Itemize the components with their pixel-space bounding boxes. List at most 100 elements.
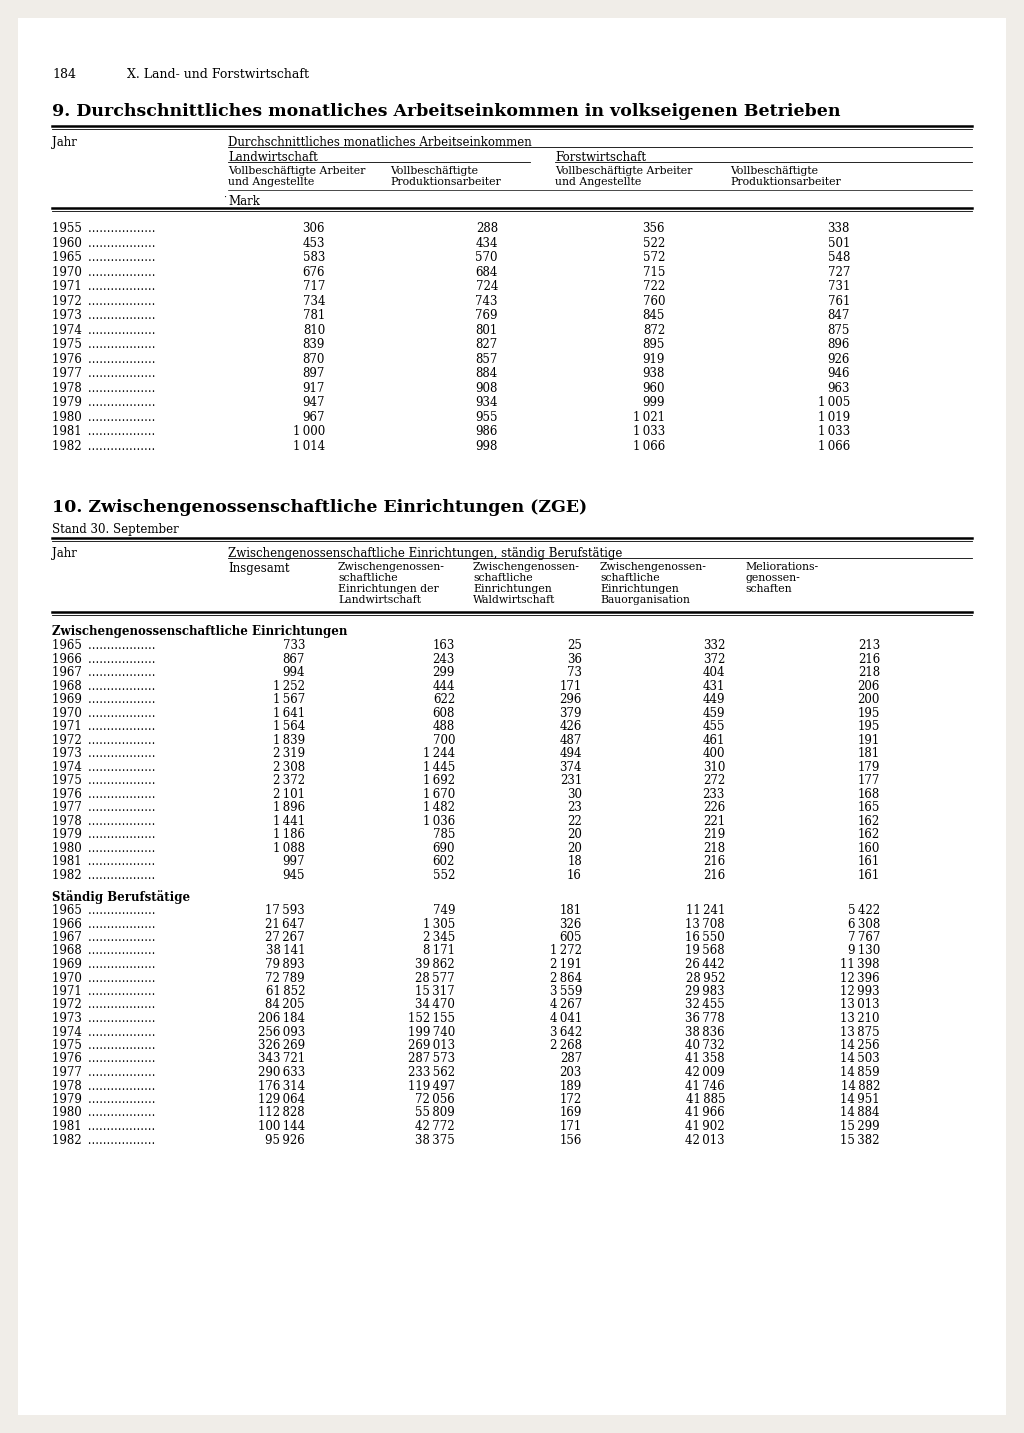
Text: 1 252: 1 252 bbox=[273, 679, 305, 692]
Text: 1 066: 1 066 bbox=[818, 440, 850, 453]
Text: 431: 431 bbox=[702, 679, 725, 692]
Text: 179: 179 bbox=[858, 761, 880, 774]
Text: Waldwirtschaft: Waldwirtschaft bbox=[473, 595, 555, 605]
Text: 608: 608 bbox=[432, 706, 455, 719]
Text: 15 317: 15 317 bbox=[416, 984, 455, 997]
Text: 1965  ..................: 1965 .................. bbox=[52, 639, 156, 652]
Text: 1966  ..................: 1966 .................. bbox=[52, 917, 156, 930]
Text: 947: 947 bbox=[302, 396, 325, 408]
Text: 218: 218 bbox=[702, 841, 725, 854]
Text: 16: 16 bbox=[567, 868, 582, 881]
Text: 1973  ..................: 1973 .................. bbox=[52, 1012, 156, 1025]
Text: 1970  ..................: 1970 .................. bbox=[52, 706, 156, 719]
Text: 3 559: 3 559 bbox=[550, 984, 582, 997]
Text: 206: 206 bbox=[858, 679, 880, 692]
Text: 34 470: 34 470 bbox=[415, 999, 455, 1012]
Text: 2 101: 2 101 bbox=[273, 788, 305, 801]
Text: 100 144: 100 144 bbox=[258, 1121, 305, 1134]
Text: 897: 897 bbox=[303, 367, 325, 380]
Text: Zwischengenossen-: Zwischengenossen- bbox=[473, 562, 580, 572]
Text: 161: 161 bbox=[858, 856, 880, 868]
Text: 552: 552 bbox=[432, 868, 455, 881]
Text: 338: 338 bbox=[827, 222, 850, 235]
Text: 1 445: 1 445 bbox=[423, 761, 455, 774]
Text: 296: 296 bbox=[560, 694, 582, 706]
Text: 488: 488 bbox=[433, 719, 455, 734]
Text: 95 926: 95 926 bbox=[265, 1134, 305, 1146]
Text: 41 746: 41 746 bbox=[685, 1079, 725, 1092]
Text: 42 009: 42 009 bbox=[685, 1066, 725, 1079]
Text: 1974  ..................: 1974 .................. bbox=[52, 761, 156, 774]
Text: schaftliche: schaftliche bbox=[473, 573, 532, 583]
Text: 734: 734 bbox=[302, 295, 325, 308]
Text: 169: 169 bbox=[560, 1106, 582, 1119]
Text: 1978  ..................: 1978 .................. bbox=[52, 381, 156, 394]
Text: Produktionsarbeiter: Produktionsarbeiter bbox=[390, 178, 501, 186]
Text: Einrichtungen: Einrichtungen bbox=[473, 585, 552, 595]
Text: 42 772: 42 772 bbox=[416, 1121, 455, 1134]
Text: 16 550: 16 550 bbox=[685, 931, 725, 944]
Text: 22: 22 bbox=[567, 814, 582, 827]
Text: 1 441: 1 441 bbox=[272, 814, 305, 827]
Text: Zwischengenossenschaftliche Einrichtungen: Zwischengenossenschaftliche Einrichtunge… bbox=[52, 625, 347, 638]
Text: 1967  ..................: 1967 .................. bbox=[52, 931, 156, 944]
Text: 13 210: 13 210 bbox=[841, 1012, 880, 1025]
Text: 572: 572 bbox=[643, 251, 665, 264]
Text: 287: 287 bbox=[560, 1052, 582, 1066]
Text: 700: 700 bbox=[432, 734, 455, 747]
Text: 1 033: 1 033 bbox=[633, 426, 665, 438]
Text: 72 789: 72 789 bbox=[265, 972, 305, 984]
Text: 233 562: 233 562 bbox=[408, 1066, 455, 1079]
Text: 84 205: 84 205 bbox=[265, 999, 305, 1012]
Text: 177: 177 bbox=[858, 774, 880, 787]
Text: 79 893: 79 893 bbox=[265, 959, 305, 972]
Text: 449: 449 bbox=[702, 694, 725, 706]
Text: 1980  ..................: 1980 .................. bbox=[52, 841, 156, 854]
Text: 455: 455 bbox=[702, 719, 725, 734]
Text: 2 308: 2 308 bbox=[272, 761, 305, 774]
Text: 522: 522 bbox=[643, 236, 665, 249]
Text: Einrichtungen der: Einrichtungen der bbox=[338, 585, 438, 595]
Text: 160: 160 bbox=[858, 841, 880, 854]
Text: 1968  ..................: 1968 .................. bbox=[52, 944, 156, 957]
Text: 38 836: 38 836 bbox=[685, 1026, 725, 1039]
Text: 1976  ..................: 1976 .................. bbox=[52, 353, 156, 365]
Text: Vollbeschäftigte: Vollbeschäftigte bbox=[390, 166, 478, 176]
Text: 839: 839 bbox=[303, 338, 325, 351]
Text: 8 171: 8 171 bbox=[423, 944, 455, 957]
Text: 938: 938 bbox=[643, 367, 665, 380]
Text: 28 577: 28 577 bbox=[416, 972, 455, 984]
Text: 1978  ..................: 1978 .................. bbox=[52, 814, 156, 827]
Text: 1977  ..................: 1977 .................. bbox=[52, 801, 156, 814]
Text: 17 593: 17 593 bbox=[265, 904, 305, 917]
Text: 15 299: 15 299 bbox=[841, 1121, 880, 1134]
Text: 36: 36 bbox=[567, 652, 582, 665]
Text: 256 093: 256 093 bbox=[258, 1026, 305, 1039]
Text: 27 267: 27 267 bbox=[265, 931, 305, 944]
Text: Bauorganisation: Bauorganisation bbox=[600, 595, 690, 605]
Text: 884: 884 bbox=[476, 367, 498, 380]
Text: 13 708: 13 708 bbox=[685, 917, 725, 930]
Text: 715: 715 bbox=[643, 265, 665, 278]
Text: 299: 299 bbox=[432, 666, 455, 679]
Text: 722: 722 bbox=[643, 279, 665, 292]
Text: 622: 622 bbox=[433, 694, 455, 706]
Text: 1 272: 1 272 bbox=[550, 944, 582, 957]
Text: 404: 404 bbox=[702, 666, 725, 679]
Text: 13 013: 13 013 bbox=[841, 999, 880, 1012]
Text: 1981  ..................: 1981 .................. bbox=[52, 856, 156, 868]
Text: 36 778: 36 778 bbox=[685, 1012, 725, 1025]
Text: 200: 200 bbox=[858, 694, 880, 706]
Text: 1975  ..................: 1975 .................. bbox=[52, 774, 156, 787]
Text: 6 308: 6 308 bbox=[848, 917, 880, 930]
Text: 38 375: 38 375 bbox=[416, 1134, 455, 1146]
Text: 769: 769 bbox=[475, 310, 498, 322]
Text: 1982  ..................: 1982 .................. bbox=[52, 1134, 156, 1146]
Text: 41 966: 41 966 bbox=[685, 1106, 725, 1119]
Text: 326 269: 326 269 bbox=[258, 1039, 305, 1052]
Text: 243: 243 bbox=[432, 652, 455, 665]
Text: 28 952: 28 952 bbox=[685, 972, 725, 984]
Text: 781: 781 bbox=[303, 310, 325, 322]
Text: Zwischengenossenschaftliche Einrichtungen, ständig Berufstätige: Zwischengenossenschaftliche Einrichtunge… bbox=[228, 547, 623, 560]
Text: 189: 189 bbox=[560, 1079, 582, 1092]
